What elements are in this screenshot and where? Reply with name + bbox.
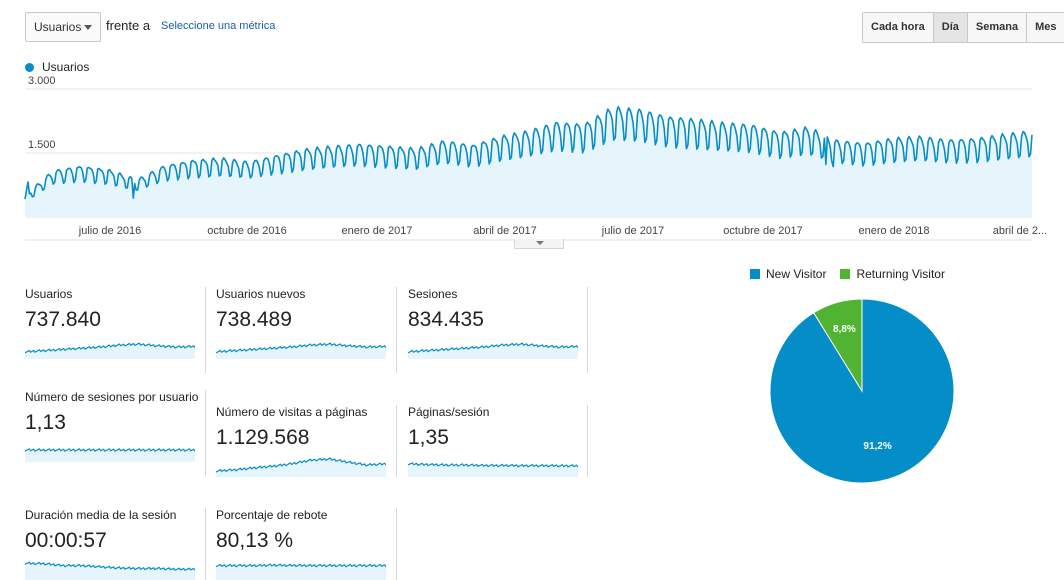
pie-data-label: 8,8% [833, 324, 856, 335]
scorecard-sparkline [25, 448, 195, 462]
scorecard-value: 737.840 [25, 308, 101, 331]
pie-slice-returning-visitor [812, 298, 863, 393]
sparkline-line [408, 342, 578, 354]
sparkline-area [216, 564, 386, 580]
sparkline-area [25, 562, 195, 580]
scorecard-value: 80,13 % [216, 529, 294, 552]
x-tick-label: enero de 2017 [342, 225, 413, 237]
users-area-fill [25, 106, 1032, 217]
scorecard-label: Número de visitas a páginas [216, 405, 368, 419]
pie-legend-label: New Visitor [766, 267, 827, 281]
legend-series-name: Usuarios [42, 60, 90, 74]
scorecard-new-users[interactable]: Usuarios nuevos 738.489 [216, 287, 392, 359]
pie-legend: New Visitor Returning Visitor [750, 267, 959, 281]
users-series-line [24, 106, 1033, 200]
scorecard-sparkline [25, 342, 195, 359]
users-over-time-chart: 3.000 1.500 julio de 2016 octubre de 2016 en… [24, 76, 1047, 241]
x-tick-label: julio de 2016 [78, 225, 141, 237]
chart-collapse-toggle[interactable] [514, 239, 564, 249]
series-dot-icon [25, 63, 34, 72]
granularity-hourly-button[interactable]: Cada hora [863, 13, 934, 42]
granularity-toggle: Cada hora Día Semana Mes [862, 12, 1064, 43]
sparkline-line [25, 342, 195, 354]
scorecard-label: Usuarios nuevos [216, 287, 306, 301]
x-tick-label: octubre de 2017 [723, 225, 803, 237]
scorecard-label: Páginas/sesión [408, 405, 490, 419]
card-divider [396, 287, 397, 373]
scorecard-sparkline [216, 342, 386, 359]
sparkline-area [216, 343, 386, 359]
y-tick-label: 3.000 [28, 76, 56, 87]
top-toolbar: Usuarios frente a Seleccione una métrica… [0, 0, 1064, 60]
scorecard-label: Sesiones [408, 287, 458, 301]
scorecard-sparkline [25, 561, 195, 580]
x-tick-label: abril de 2... [993, 225, 1047, 237]
sparkline-line [216, 342, 386, 354]
scorecard-value: 1,13 [25, 411, 66, 434]
scorecard-sparkline [408, 342, 578, 359]
sparkline-line [216, 563, 386, 568]
scorecard-value: 834.435 [408, 308, 484, 331]
scorecard-label: Usuarios [25, 287, 73, 301]
scorecard-value: 1.129.568 [216, 426, 310, 449]
scorecard-label: Porcentaje de rebote [216, 508, 328, 522]
scorecard-label: Duración media de la sesión [25, 508, 177, 522]
sparkline-line [216, 457, 386, 473]
metric-select-value: Usuarios [34, 20, 82, 34]
sparkline-area [25, 448, 195, 462]
sparkline-area [216, 458, 386, 477]
select-metric-link[interactable]: Seleccione una métrica [161, 20, 276, 32]
visitor-type-pie-chart: 91,2% 8,8% [769, 298, 955, 484]
chevron-down-icon [84, 25, 92, 30]
scorecard-sessions[interactable]: Sesiones 834.435 [408, 287, 584, 359]
sparkline-area [408, 462, 578, 477]
scorecard-value: 1,35 [408, 426, 449, 449]
versus-label: frente a [106, 18, 151, 33]
scorecard-sessions-per-user[interactable]: Número de sesiones por usuario 1,13 [25, 390, 201, 462]
x-tick-label: julio de 2017 [601, 225, 664, 237]
y-tick-label: 1.500 [28, 139, 56, 151]
scorecard-value: 738.489 [216, 308, 292, 331]
sparkline-area [25, 343, 195, 359]
x-tick-label: enero de 2018 [859, 225, 930, 237]
granularity-day-button[interactable]: Día [933, 13, 968, 42]
scorecard-sparkline [408, 462, 578, 477]
sparkline-area [408, 343, 578, 359]
pie-data-label: 91,2% [863, 441, 891, 452]
card-divider [205, 287, 206, 373]
scorecard-bounce-rate[interactable]: Porcentaje de rebote 80,13 % [216, 508, 392, 580]
scorecard-avg-session-duration[interactable]: Duración media de la sesión 00:00:57 [25, 508, 201, 580]
card-divider [587, 287, 588, 373]
card-divider [396, 405, 397, 477]
sparkline-line [25, 448, 195, 452]
scorecard-pageviews[interactable]: Número de visitas a páginas 1.129.568 [216, 405, 392, 477]
scorecard-sparkline [216, 457, 386, 477]
card-divider [587, 405, 588, 477]
pie-legend-item-returning-visitor[interactable]: Returning Visitor [840, 267, 945, 281]
pie-legend-label: Returning Visitor [856, 267, 945, 281]
chevron-down-icon [536, 241, 544, 245]
square-swatch-icon [840, 269, 851, 279]
square-swatch-icon [750, 269, 760, 279]
sparkline-line [25, 561, 195, 572]
card-divider [205, 390, 206, 476]
x-tick-label: octubre de 2016 [207, 225, 287, 237]
scorecard-label: Número de sesiones por usuario [25, 390, 199, 404]
x-tick-label: abril de 2017 [473, 225, 537, 237]
sparkline-line [408, 462, 578, 468]
scorecard-pages-per-session[interactable]: Páginas/sesión 1,35 [408, 405, 584, 477]
granularity-month-button[interactable]: Mes [1027, 13, 1064, 42]
scorecard-sparkline [216, 563, 386, 580]
granularity-week-button[interactable]: Semana [967, 13, 1028, 42]
card-divider [205, 508, 206, 580]
main-chart-legend: Usuarios [25, 60, 89, 74]
scorecard-users[interactable]: Usuarios 737.840 [25, 287, 201, 359]
card-divider [396, 508, 397, 580]
scorecard-value: 00:00:57 [25, 529, 107, 552]
metric-select[interactable]: Usuarios [25, 12, 101, 42]
pie-legend-item-new-visitor[interactable]: New Visitor [750, 267, 826, 281]
